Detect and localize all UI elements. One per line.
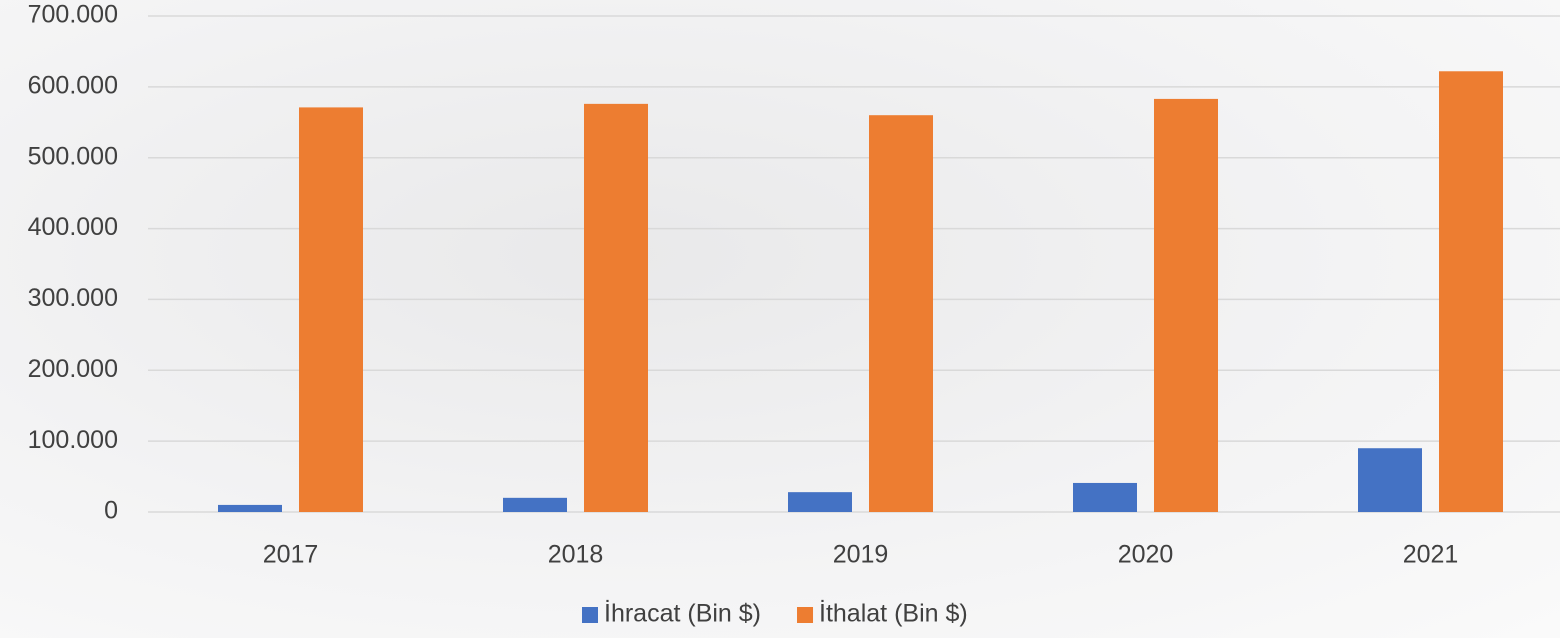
- legend-swatch: [797, 607, 814, 623]
- bar: [299, 107, 363, 513]
- x-tick-label: 2017: [263, 541, 319, 569]
- x-tick-label: 2019: [833, 541, 889, 569]
- legend-label: İhracat (Bin $): [604, 599, 761, 628]
- legend-label: İthalat (Bin $): [819, 599, 968, 628]
- x-tick-label: 2018: [548, 541, 604, 569]
- y-tick-label: 0: [104, 497, 118, 525]
- y-tick-label: 200.000: [28, 355, 118, 383]
- legend-swatch: [582, 607, 598, 623]
- bar: [218, 504, 282, 512]
- bar: [1154, 98, 1218, 512]
- y-tick-label: 100.000: [28, 426, 118, 454]
- x-tick-label: 2020: [1118, 541, 1174, 569]
- bar: [1073, 482, 1137, 512]
- x-tick-label: 2021: [1403, 541, 1459, 569]
- y-tick-label: 500.000: [28, 142, 118, 170]
- y-tick-label: 600.000: [28, 71, 118, 99]
- bar: [1358, 448, 1422, 512]
- y-tick-label: 700.000: [28, 1, 118, 29]
- bar: [1439, 71, 1503, 513]
- bar: [788, 492, 852, 512]
- y-tick-label: 300.000: [28, 284, 118, 312]
- bar: [869, 115, 933, 512]
- bar: [503, 497, 567, 512]
- bar: [584, 103, 648, 512]
- y-tick-label: 400.000: [28, 213, 118, 241]
